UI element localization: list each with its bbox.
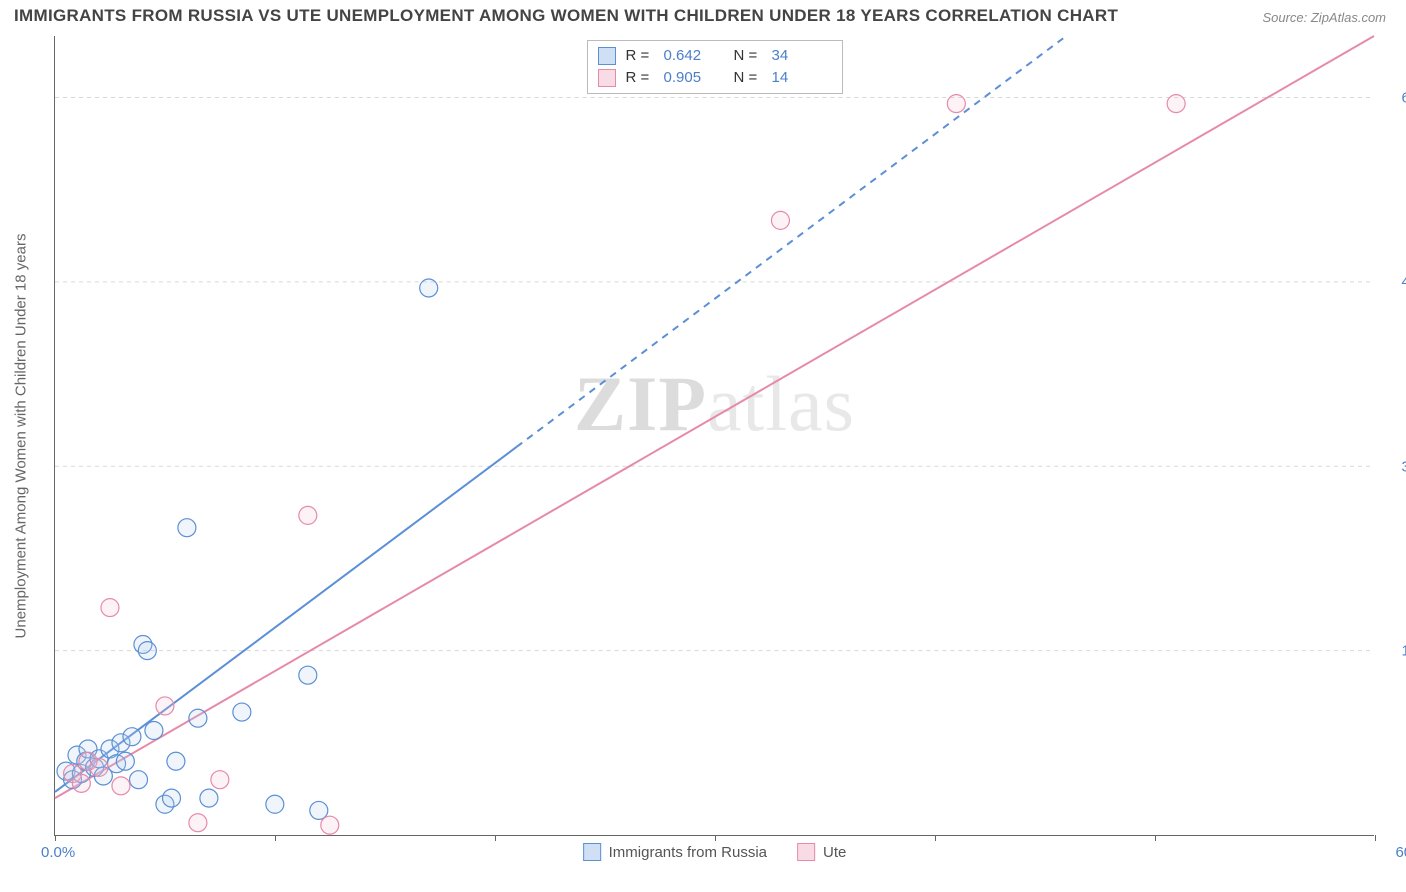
- legend-swatch-ute: [598, 69, 616, 87]
- chart-title: IMMIGRANTS FROM RUSSIA VS UTE UNEMPLOYME…: [14, 6, 1118, 26]
- legend-correlation: R = 0.642 N = 34 R = 0.905 N = 14: [587, 40, 843, 94]
- y-tick-label: 30.0%: [1384, 458, 1406, 475]
- x-tick: [715, 835, 716, 841]
- legend-n-value-russia: 34: [772, 45, 832, 67]
- y-tick-label: 45.0%: [1384, 274, 1406, 291]
- legend-r-label: R =: [626, 67, 654, 89]
- legend-swatch-ute-icon: [797, 843, 815, 861]
- x-tick: [275, 835, 276, 841]
- x-axis-label-max: 60.0%: [1395, 844, 1406, 861]
- legend-row-ute: R = 0.905 N = 14: [598, 67, 832, 89]
- legend-r-value-russia: 0.642: [664, 45, 724, 67]
- y-tick-label: 15.0%: [1384, 643, 1406, 660]
- x-tick: [55, 835, 56, 841]
- y-axis-title: Unemployment Among Women with Children U…: [13, 233, 30, 638]
- y-tick-label: 60.0%: [1384, 89, 1406, 106]
- legend-row-russia: R = 0.642 N = 34: [598, 45, 832, 67]
- x-axis-label-min: 0.0%: [41, 844, 75, 861]
- legend-label-russia: Immigrants from Russia: [609, 844, 767, 861]
- plot-area: Unemployment Among Women with Children U…: [54, 36, 1374, 836]
- x-tick: [1375, 835, 1376, 841]
- legend-n-value-ute: 14: [772, 67, 832, 89]
- legend-n-label: N =: [734, 45, 762, 67]
- x-tick: [1155, 835, 1156, 841]
- legend-series: Immigrants from Russia Ute: [583, 843, 847, 861]
- legend-item-ute: Ute: [797, 843, 846, 861]
- x-tick: [935, 835, 936, 841]
- legend-r-value-ute: 0.905: [664, 67, 724, 89]
- legend-swatch-russia-icon: [583, 843, 601, 861]
- legend-swatch-russia: [598, 47, 616, 65]
- legend-n-label: N =: [734, 67, 762, 89]
- legend-item-russia: Immigrants from Russia: [583, 843, 767, 861]
- x-tick: [495, 835, 496, 841]
- chart-svg: [55, 36, 1374, 835]
- legend-r-label: R =: [626, 45, 654, 67]
- legend-label-ute: Ute: [823, 844, 846, 861]
- source-attribution: Source: ZipAtlas.com: [1262, 10, 1386, 25]
